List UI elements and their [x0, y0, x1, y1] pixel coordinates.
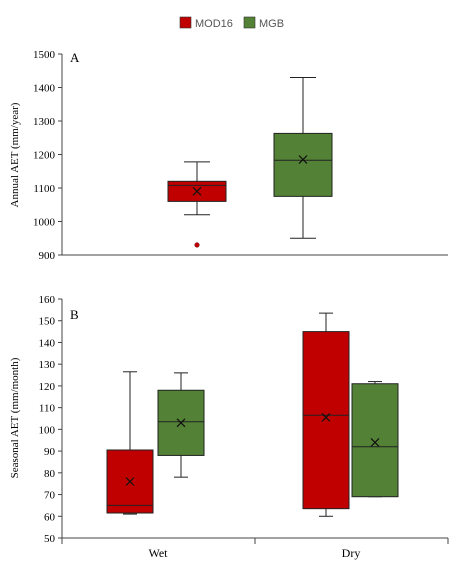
panel-a-ticks: 900 1000 1100 1200 1300 1400 1500 [33, 49, 62, 262]
box-mgb [273, 76, 333, 239]
mean-marker [370, 437, 380, 447]
y-tick-label: 60 [44, 511, 56, 523]
y-tick-label: 1300 [33, 116, 56, 128]
panel-b: B Seasonal AET (mm/month) Wet Dry 50 60 70… [9, 294, 449, 560]
box-iqr [351, 383, 399, 498]
mean-marker [176, 418, 186, 428]
y-tick-label: 140 [39, 337, 56, 349]
y-tick-label: 1400 [33, 83, 56, 95]
outlier-point [194, 242, 200, 248]
box-dry-mgb [351, 381, 399, 498]
legend-label-mgb: MGB [259, 18, 284, 30]
category-label-dry: Dry [342, 546, 361, 560]
box-iqr [302, 331, 350, 510]
y-tick-label: 110 [39, 403, 56, 415]
y-tick-label: 130 [39, 359, 56, 371]
box-iqr [273, 132, 333, 197]
legend-label-mod16: MOD16 [195, 18, 233, 30]
panel-b-boxes [106, 312, 399, 517]
y-tick-label: 90 [44, 446, 56, 458]
y-tick-label: 1000 [33, 217, 56, 229]
mean-marker [298, 155, 308, 164]
legend: MOD16 MGB [179, 16, 284, 30]
legend-swatch-mgb [243, 16, 256, 29]
legend-swatch-mod16 [179, 16, 192, 29]
box-wet-mgb [157, 372, 205, 478]
mean-marker [125, 477, 135, 486]
y-tick-label: 150 [39, 316, 56, 328]
y-tick-label: 50 [44, 533, 56, 545]
y-tick-label: 100 [39, 424, 56, 436]
panel-b-ticks: 50 60 70 80 90 100 110 120 130 140 150 160 [39, 294, 62, 545]
y-tick-label: 900 [39, 250, 56, 262]
y-tick-label: 160 [39, 294, 56, 306]
panel-b-label: B [70, 307, 79, 322]
panel-a: A Annual AET (mm/year) 900 1000 1100 1200 13… [9, 49, 448, 262]
y-tick-label: 70 [44, 490, 56, 502]
category-label-wet: Wet [148, 546, 168, 560]
y-tick-label: 80 [44, 468, 56, 480]
panel-a-boxes [167, 76, 333, 248]
box-wet-mod16 [106, 371, 154, 515]
mean-marker [321, 412, 331, 422]
panel-a-ylabel: Annual AET (mm/year) [9, 102, 21, 207]
panel-b-ylabel: Seasonal AET (mm/month) [9, 357, 21, 478]
y-tick-label: 120 [39, 381, 56, 393]
box-dry-mod16 [302, 312, 350, 517]
y-tick-label: 1100 [33, 183, 55, 195]
y-tick-label: 1500 [33, 49, 56, 61]
y-tick-label: 1200 [33, 150, 56, 162]
box-mod16 [167, 161, 227, 248]
panel-a-label: A [70, 50, 80, 65]
mean-marker [192, 186, 202, 196]
